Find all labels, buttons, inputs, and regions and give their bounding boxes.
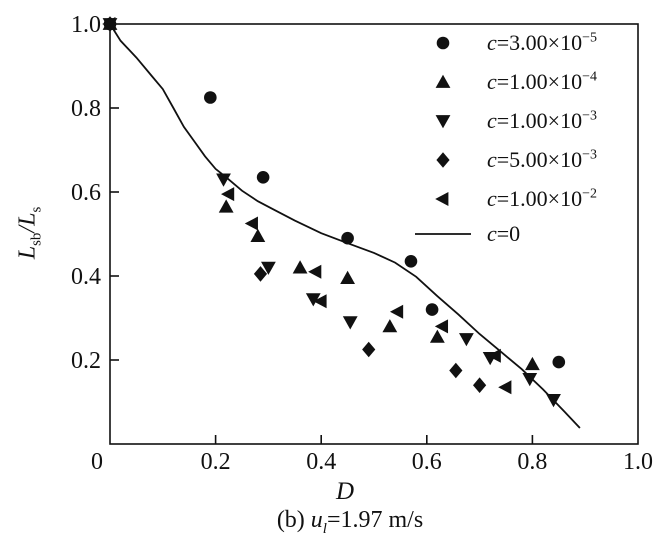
legend-item: c=1.00×10−2 [415, 179, 597, 218]
legend-item: c=5.00×10−3 [415, 140, 597, 179]
x-tick-label: 0.6 [412, 449, 442, 475]
x-tick-label: 1.0 [623, 449, 653, 475]
y-tick-label: 1.0 [71, 12, 101, 38]
legend-label: c=1.00×10−3 [487, 107, 597, 133]
plot-frame [109, 23, 639, 445]
circle-marker-icon [436, 36, 450, 49]
legend-item: c=1.00×10−4 [415, 62, 597, 101]
legend-label: c=5.00×10−3 [487, 146, 597, 172]
legend: c=3.00×10−5 c=1.00×10−4 c=1.00×10−3 c=5.… [415, 23, 597, 249]
legend-item: c=0 [415, 218, 597, 249]
y-tick-label: 0.6 [71, 180, 101, 206]
x-tick-label: 0 [91, 449, 103, 475]
line-marker-icon [415, 232, 471, 235]
x-tick-label: 0.4 [306, 449, 336, 475]
x-tick-label: 0.2 [201, 449, 231, 475]
legend-label: c=1.00×10−4 [487, 68, 597, 94]
diamond-marker-icon [436, 151, 450, 168]
y-tick-label: 0.4 [71, 264, 101, 290]
axis-ticks: 0 0.2 0.4 0.6 0.8 1.0 1.0 0.8 0.6 0.4 0.2 [71, 12, 653, 475]
legend-item: c=1.00×10−3 [415, 101, 597, 140]
y-axis-label: Lsb/Ls [14, 206, 45, 260]
figure-caption: (b) ul=1.97 m/s [276, 507, 424, 537]
x-tick-label: 0.8 [517, 449, 547, 475]
triangle-down-marker-icon [435, 114, 451, 128]
legend-label: c=1.00×10−2 [487, 185, 597, 211]
legend-item: c=3.00×10−5 [415, 23, 597, 62]
triangle-left-marker-icon [435, 191, 449, 206]
legend-label: c=3.00×10−5 [487, 29, 597, 55]
series-c=0 [109, 23, 581, 429]
y-tick-label: 0.8 [71, 96, 101, 122]
triangle-up-marker-icon [435, 74, 451, 88]
y-tick-label: 0.2 [71, 348, 101, 374]
x-axis-label: D [335, 478, 355, 505]
legend-label: c=0 [487, 220, 521, 246]
